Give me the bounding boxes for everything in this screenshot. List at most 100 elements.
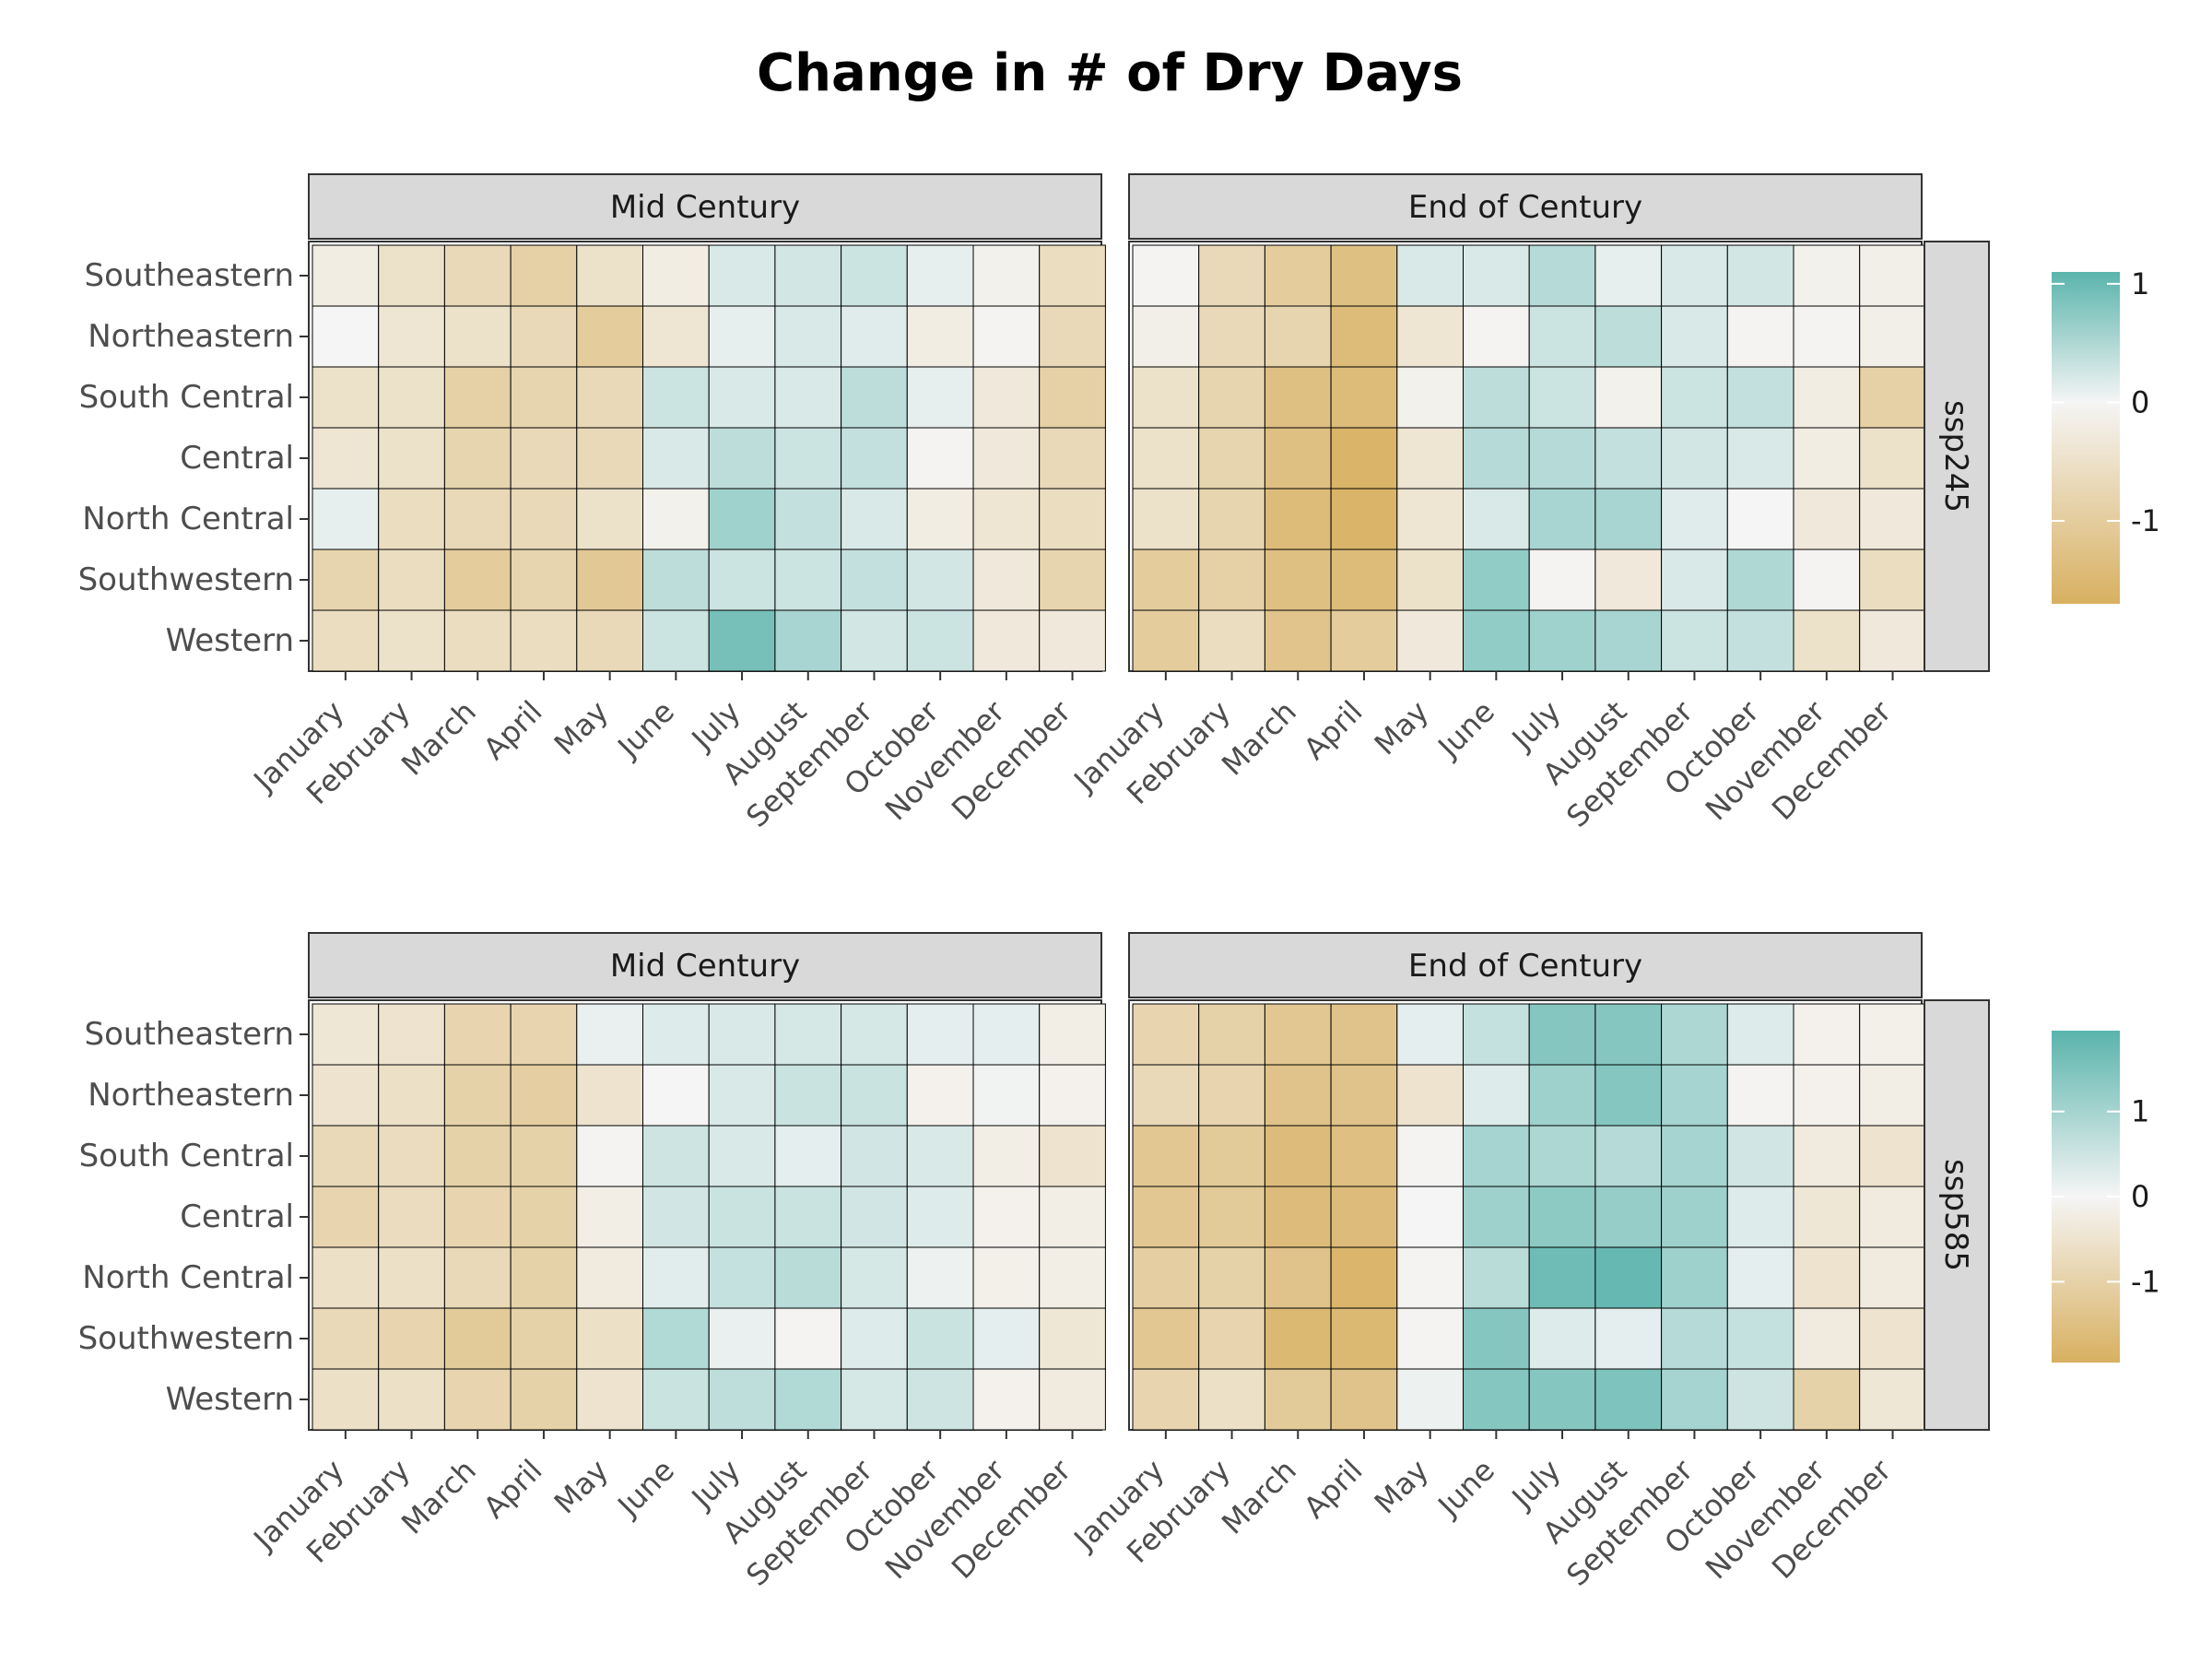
facet-strip: [1128, 173, 1923, 240]
heatmap-cell-northeastern-september: [1661, 1064, 1728, 1127]
heatmap-cell-western-june: [1463, 1368, 1530, 1431]
heatmap-cell-south-central-june: [642, 1125, 710, 1187]
heatmap-cell-southeastern-february: [378, 244, 445, 307]
heatmap-cell-north-central-december: [1039, 488, 1106, 550]
heatmap-cell-southeastern-september: [1661, 1003, 1728, 1066]
heatmap-cell-north-central-december: [1859, 488, 1926, 550]
y-tick-label-north-central: North Central: [82, 501, 294, 537]
heatmap-cell-north-central-february: [1198, 1246, 1265, 1309]
heatmap-cell-north-central-april: [510, 1246, 578, 1309]
facet-ssp585-mid-century: Mid CenturyJanuaryFebruaryMarchAprilMayJ…: [78, 932, 1106, 1593]
heatmap-cell-southwestern-march: [443, 1307, 512, 1370]
heatmap-cell-western-march: [1264, 609, 1332, 672]
heatmap-cell-southeastern-october: [1726, 244, 1794, 307]
heatmap-cell-central-august: [1594, 1186, 1663, 1248]
heatmap-cell-north-central-september: [841, 488, 908, 550]
heatmap-cell-central-july: [708, 427, 776, 490]
heatmap-cell-southeastern-february: [1198, 1003, 1265, 1066]
heatmap-cell-north-central-june: [642, 488, 710, 550]
heatmap-cell-western-april: [510, 1368, 578, 1431]
heatmap-cell-south-central-october: [906, 366, 974, 429]
heatmap-cell-southwestern-february: [378, 1307, 445, 1370]
facet-strip: [308, 173, 1102, 240]
heatmap-cell-south-central-october: [1726, 366, 1794, 429]
y-tick-label-central: Central: [180, 1198, 294, 1235]
heatmap-cell-central-march: [443, 1186, 512, 1248]
heatmap-cell-western-august: [774, 609, 842, 672]
chart-body: Mid CenturyJanuaryFebruaryMarchAprilMayJ…: [78, 173, 2160, 1593]
x-tick-label-march: March: [1215, 1453, 1303, 1541]
heatmap-cell-northeastern-june: [642, 1064, 710, 1127]
heatmap-cell-south-central-february: [1198, 1125, 1265, 1187]
heatmap-cell-central-november: [972, 1186, 1041, 1248]
heatmap-cell-central-july: [1528, 1186, 1596, 1248]
heatmap-cell-northeastern-july: [708, 1064, 776, 1127]
heatmap-cell-southwestern-june: [1463, 549, 1530, 611]
heatmap-cell-southwestern-october: [1726, 1307, 1794, 1370]
heatmap-cell-southwestern-december: [1859, 1307, 1926, 1370]
heatmap-cell-south-central-april: [1330, 1125, 1398, 1187]
heatmap-cell-southwestern-april: [510, 1307, 578, 1370]
heatmap-cell-western-july: [708, 609, 776, 672]
heatmap-cell-south-central-april: [510, 366, 578, 429]
heatmap-cell-southwestern-january: [312, 1307, 380, 1370]
heatmap-cell-central-december: [1859, 1186, 1926, 1248]
heatmap-cell-southwestern-august: [1594, 1307, 1663, 1370]
heatmap-cell-southeastern-july: [1528, 244, 1596, 307]
heatmap-cell-south-central-june: [1463, 366, 1530, 429]
heatmap-cell-western-june: [642, 1368, 710, 1431]
heatmap-cell-northeastern-january: [312, 1064, 380, 1127]
heatmap-cell-north-central-january: [1132, 1246, 1200, 1309]
heatmap-cell-central-november: [1793, 1186, 1861, 1248]
x-tick-label-april: April: [1297, 694, 1370, 767]
heatmap-cell-central-january: [312, 1186, 380, 1248]
heatmap-cell-western-january: [1132, 609, 1200, 672]
scenario-strip: [1924, 999, 1990, 1431]
heatmap-cell-north-central-february: [378, 488, 445, 550]
heatmap-cell-south-central-august: [1594, 1125, 1663, 1187]
heatmap-cell-southwestern-may: [1396, 1307, 1465, 1370]
heatmap-cell-central-march: [1264, 1186, 1332, 1248]
heatmap-cell-north-central-august: [774, 488, 842, 550]
heatmap-cell-western-march: [1264, 1368, 1332, 1431]
heatmap-cell-northeastern-january: [1132, 305, 1200, 368]
heatmap-cell-north-central-september: [841, 1246, 908, 1309]
y-tick-label-western: Western: [166, 622, 294, 659]
heatmap-cell-central-december: [1859, 427, 1926, 490]
heatmap-cell-northeastern-june: [642, 305, 710, 368]
heatmap-cell-north-central-july: [708, 488, 776, 550]
facet-strip-label: End of Century: [1408, 948, 1642, 985]
heatmap-cell-central-july: [708, 1186, 776, 1248]
heatmap-cell-north-central-december: [1039, 1246, 1106, 1309]
heatmap-cell-central-january: [1132, 1186, 1200, 1248]
heatmap-cell-western-november: [972, 609, 1041, 672]
heatmap-cell-western-september: [841, 1368, 908, 1431]
heatmap-cell-southwestern-december: [1859, 549, 1926, 611]
facet-strip-label: End of Century: [1408, 189, 1642, 226]
heatmap-cell-north-central-may: [576, 1246, 643, 1309]
heatmap-cell-north-central-march: [443, 488, 512, 550]
heatmap-cell-south-central-january: [312, 366, 380, 429]
heatmap-cell-western-november: [1793, 609, 1861, 672]
heatmap-cell-western-february: [378, 609, 445, 672]
heatmap-cell-north-central-august: [1594, 488, 1663, 550]
heatmap-cell-southeastern-december: [1859, 1003, 1926, 1066]
heatmap-cell-northeastern-november: [1793, 1064, 1861, 1127]
heatmap-cell-north-central-september: [1661, 488, 1728, 550]
heatmap-cell-southeastern-january: [312, 1003, 380, 1066]
heatmap-cell-southeastern-september: [841, 1003, 908, 1066]
heatmap-cell-northeastern-january: [312, 305, 380, 368]
x-tick-label-june: June: [1430, 1453, 1501, 1525]
heatmap-cell-north-central-november: [972, 1246, 1041, 1309]
legend-tick-label: -1: [2131, 503, 2160, 538]
heatmap-cell-south-central-november: [1793, 1125, 1861, 1187]
heatmap-cell-southeastern-june: [642, 1003, 710, 1066]
heatmap-cell-northeastern-march: [443, 305, 512, 368]
heatmap-cell-western-september: [1661, 1368, 1728, 1431]
heatmap-cell-northeastern-july: [708, 305, 776, 368]
heatmap-cell-north-central-december: [1859, 1246, 1926, 1309]
heatmap-cell-south-central-august: [774, 1125, 842, 1187]
heatmap-cell-central-may: [576, 427, 643, 490]
heatmap-cell-north-central-august: [1594, 1246, 1663, 1309]
heatmap-cell-northeastern-may: [1396, 305, 1465, 368]
